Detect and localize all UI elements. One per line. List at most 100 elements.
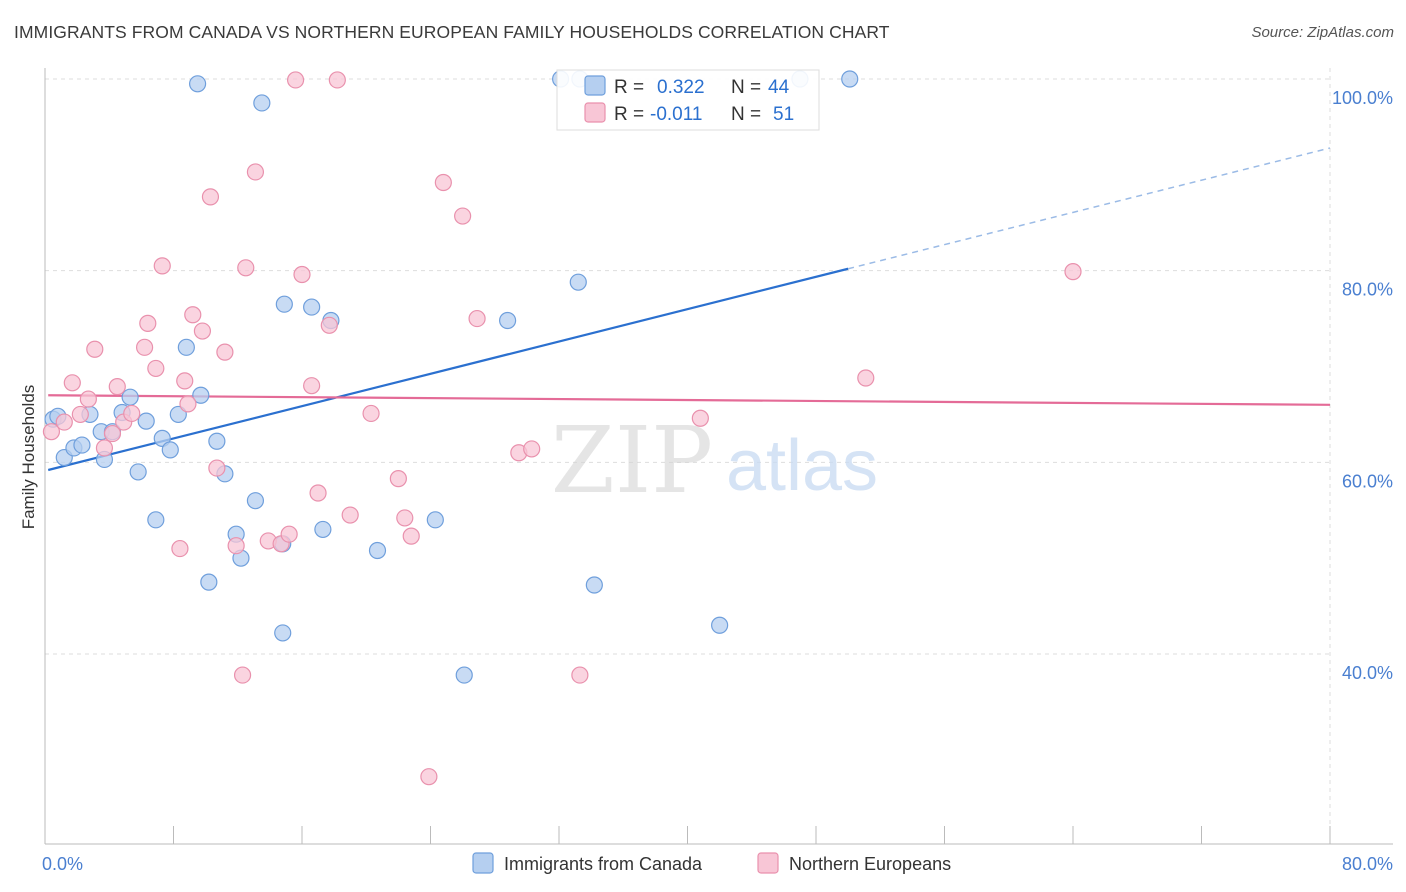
point-canada-12: [137, 412, 155, 430]
point-northern-35: [328, 71, 346, 89]
legend-r-label-1: R =: [614, 77, 644, 98]
point-northern-43: [454, 207, 472, 225]
point-northern-4: [79, 390, 97, 408]
point-northern-37: [362, 404, 380, 423]
point-northern-39: [396, 509, 414, 527]
point-northern-8: [108, 378, 126, 396]
point-northern-41: [402, 527, 420, 545]
watermark-zip: ZIP: [551, 407, 713, 514]
y-tick-label-40: 40.0%: [1342, 663, 1393, 683]
data-points: [42, 70, 1082, 786]
point-northern-42: [434, 173, 452, 192]
y-tick-labels: 40.0% 60.0% 80.0% 100.0%: [1332, 88, 1393, 683]
point-canada-19: [192, 386, 210, 404]
legend-r-value-2: -0.011: [650, 104, 702, 125]
series-legend-swatch-pink[interactable]: [757, 852, 779, 874]
point-canada-17: [177, 338, 195, 356]
chart-title: IMMIGRANTS FROM CANADA VS NORTHERN EUROP…: [14, 22, 890, 42]
point-northern-10: [123, 404, 141, 423]
source-note: Source: ZipAtlas.com: [1251, 24, 1394, 41]
point-canada-31: [314, 520, 332, 539]
trend-lines: [47, 147, 1331, 472]
point-canada-25: [246, 492, 265, 510]
point-canada-16: [169, 405, 187, 424]
point-canada-35: [455, 666, 473, 684]
point-canada-4: [73, 436, 91, 454]
point-northern-38: [389, 470, 407, 488]
stats-legend: R = 0.322 N = 44 R = -0.011 N = 51: [556, 69, 820, 131]
point-canada-20: [200, 573, 218, 591]
point-northern-1: [55, 413, 73, 431]
point-northern-49: [857, 369, 875, 387]
legend-n-label-2: N =: [731, 104, 761, 125]
point-northern-19: [193, 322, 212, 340]
point-canada-43: [841, 70, 859, 88]
point-canada-36: [499, 311, 517, 330]
point-northern-26: [246, 163, 265, 181]
legend-swatch-blue: [584, 75, 606, 96]
point-canada-28: [274, 624, 292, 642]
point-northern-18: [184, 306, 202, 324]
point-canada-10: [121, 388, 139, 406]
point-northern-20: [201, 188, 220, 206]
point-northern-21: [208, 459, 226, 477]
point-northern-22: [216, 343, 234, 361]
point-canada-13: [147, 511, 165, 529]
point-northern-5: [86, 340, 104, 358]
point-canada-33: [368, 541, 387, 560]
y-tick-label-100: 100.0%: [1332, 88, 1393, 108]
point-canada-30: [303, 298, 321, 316]
legend-n-value-1: 44: [768, 77, 790, 98]
point-northern-44: [468, 309, 486, 328]
axes: [44, 68, 1393, 845]
point-northern-16: [176, 372, 194, 390]
point-northern-15: [171, 539, 189, 558]
point-northern-7: [103, 424, 122, 443]
point-northern-50: [1064, 263, 1082, 281]
point-canada-18: [188, 75, 207, 93]
point-northern-32: [303, 377, 321, 395]
point-northern-36: [341, 506, 359, 524]
y-tick-label-60: 60.0%: [1342, 471, 1393, 491]
trend-line-northern: [48, 394, 1331, 406]
series-legend-label-northern[interactable]: Northern Europeans: [789, 854, 951, 874]
x-tick-label-min: 0.0%: [42, 854, 83, 874]
series-legend-swatch-blue[interactable]: [472, 852, 494, 874]
point-northern-31: [293, 265, 311, 284]
x-tick-labels: 0.0% 80.0%: [42, 854, 1393, 874]
point-northern-17: [179, 395, 197, 413]
point-canada-40: [585, 576, 603, 594]
legend-r-value-1: 0.322: [657, 77, 705, 98]
point-northern-11: [135, 338, 154, 356]
legend-swatch-pink: [584, 102, 606, 123]
point-northern-40: [420, 768, 438, 786]
trend-line-canada: [47, 267, 849, 472]
legend-n-label-1: N =: [731, 77, 761, 98]
legend-r-label-2: R =: [614, 104, 644, 125]
point-northern-24: [233, 666, 252, 684]
point-northern-46: [523, 440, 541, 458]
point-northern-33: [309, 484, 327, 502]
point-northern-3: [71, 405, 89, 424]
point-northern-13: [147, 359, 165, 378]
point-canada-34: [426, 511, 444, 529]
point-northern-6: [95, 439, 114, 457]
point-canada-15: [161, 441, 179, 459]
point-canada-29: [275, 295, 293, 313]
point-northern-14: [153, 257, 171, 275]
watermark: ZIP atlas: [551, 407, 878, 514]
point-northern-30: [286, 71, 305, 89]
point-northern-29: [280, 525, 298, 543]
point-canada-21: [208, 432, 226, 450]
point-northern-34: [320, 316, 338, 334]
x-tick-label-max: 80.0%: [1342, 854, 1393, 874]
point-northern-2: [63, 374, 81, 392]
series-legend: Immigrants from Canada Northern European…: [472, 852, 951, 874]
trend-line-canada-extension: [847, 147, 1331, 270]
y-axis-label: Family Households: [19, 385, 38, 530]
series-legend-label-canada[interactable]: Immigrants from Canada: [504, 854, 703, 874]
point-northern-12: [139, 314, 157, 332]
point-canada-11: [129, 463, 147, 481]
point-northern-0: [42, 423, 61, 441]
